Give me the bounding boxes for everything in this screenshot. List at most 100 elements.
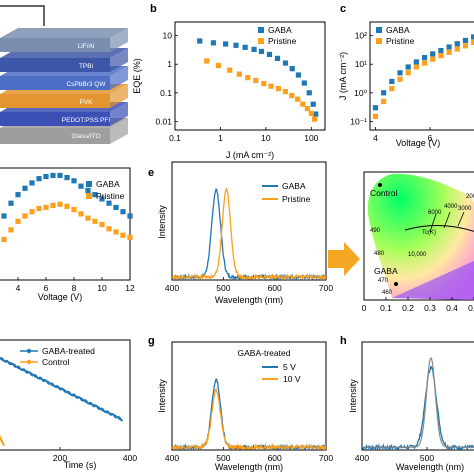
chart-c-gaba-point: [413, 59, 419, 65]
chart-g-legend: 5 V 10 V: [262, 362, 301, 384]
layer-front: [0, 112, 110, 126]
chart-a-lower-pristine-point: [113, 229, 119, 235]
chart-time-xtick-label: 200: [53, 453, 67, 463]
cie-gamut: [367, 173, 474, 300]
chart-b-pristine-point: [253, 77, 259, 84]
layer-front: [0, 38, 110, 52]
panel-c-letter: c: [340, 3, 346, 15]
chart-g-xlabel: Wavelength (nm): [215, 462, 283, 472]
chart-c-gaba-point: [471, 34, 474, 40]
cie-xtick-label: 0.1: [380, 303, 392, 313]
chart-b-pristine-point: [295, 96, 301, 102]
chart-b-pristine-point: [282, 89, 289, 95]
arrow-icon: [328, 242, 360, 276]
chart-h-xlabel: Wavelength (nm): [396, 462, 464, 472]
chart-b-gaba-point: [258, 48, 265, 55]
chart-c-ylabel: J (mA cm⁻²): [338, 52, 348, 100]
chart-a-lower-gaba-point: [120, 209, 126, 215]
chart-a-lower-pristine-point: [57, 201, 63, 207]
chart-a-lower-pristine-point: [99, 221, 105, 228]
legend-pristine-label: Pristine: [386, 36, 415, 46]
chart-g-xtick-label: 600: [268, 453, 282, 463]
temp-label: 6000: [428, 210, 442, 216]
chart-c-pristine-point: [454, 46, 460, 52]
chart-e: 400 500 600 700 Intensity Wavelength (nm) G…: [157, 161, 333, 305]
chart-a-lower-gaba-point: [15, 192, 21, 198]
chart-c-gaba-point: [454, 41, 460, 47]
cie-purple-region: [392, 260, 474, 300]
cie-diagram: 10,000 6000 4000 3000 2000 Tc(K) Control…: [362, 171, 474, 313]
gaba-decay-point: [50, 383, 54, 387]
chart-c-gaba-point: [421, 55, 428, 61]
layer-side: [110, 28, 128, 52]
chart-e-ylabel: Intensity: [157, 205, 167, 239]
tc-label: Tc(K): [422, 230, 436, 236]
control-point: [378, 183, 382, 187]
chart-a-lower-pristine-point: [85, 215, 91, 221]
legend-gaba-label: GABA: [96, 179, 120, 189]
gaba-decay-point: [34, 374, 37, 378]
chart-c-gaba-point: [438, 47, 444, 54]
chart-b-pristine-point: [308, 110, 314, 117]
chart-c-gaba-point: [389, 78, 395, 85]
legend-gaba-label: GABA: [268, 25, 292, 35]
legend-control-label: Control: [42, 357, 70, 367]
chart-time-xlabel: Time (s): [64, 460, 97, 470]
chart-b-frame: [174, 21, 326, 131]
chart-a-lower-gaba-point: [64, 175, 70, 181]
control-decay-line: [0, 434, 5, 447]
layer-side: [110, 48, 128, 72]
legend-pristine-label: Pristine: [282, 194, 311, 204]
chart-c-pristine-point: [446, 49, 452, 55]
legend-5v-label: 5 V: [283, 362, 296, 372]
chart-b-xtick-label: 10: [261, 133, 271, 143]
chart-c-xtick-label: 4: [373, 133, 378, 143]
chart-g-frame: [171, 341, 327, 451]
legend-10v-label: 10 V: [283, 374, 301, 384]
chart-b-ylabel: EQE (%): [132, 58, 142, 94]
chart-c-gaba-point: [405, 64, 411, 70]
legend-control-marker: [26, 359, 32, 365]
chart-b-pristine-point: [245, 75, 251, 81]
chart-time-xtick-label: 400: [123, 453, 137, 463]
gaba-decay-point: [17, 366, 21, 370]
gaba-label: GABA: [374, 266, 398, 276]
chart-a-lower-pristine-point: [78, 211, 84, 217]
chart-a-lower-pristine-point: [106, 226, 112, 232]
chart-b-pristine-point: [261, 80, 267, 87]
chart-a-lower-gaba-point: [1, 213, 7, 219]
chart-b-pristine-point: [227, 67, 233, 73]
gaba-decay-point: [71, 393, 75, 397]
gaba-decay-point: [38, 376, 42, 380]
layer-front: [0, 76, 110, 90]
chart-e-xtick-label: 400: [165, 283, 179, 293]
iso-temp-line: [429, 213, 437, 233]
layer-label: TPBi: [79, 63, 93, 70]
chart-a-lower-gaba-point: [127, 213, 133, 219]
chart-b-gaba-point: [197, 38, 203, 44]
chart-b-pristine-point: [204, 58, 210, 64]
gaba-decay-point: [88, 402, 92, 406]
chart-b-ytick-label: 0.01: [155, 116, 172, 126]
gaba-decay-point: [76, 395, 79, 399]
chart-b-pristine-point: [311, 116, 318, 122]
chart-c-ytick-label: 10²: [355, 31, 367, 41]
chart-b-gaba-point: [313, 111, 319, 117]
legend-pristine-label: Pristine: [268, 36, 297, 46]
cie-xtick-label: 0.5: [468, 303, 474, 313]
layer-side: [110, 66, 128, 90]
chart-c-ytick-label: 10⁻¹: [350, 116, 367, 126]
wavelength-label: 480: [374, 251, 385, 257]
gaba-decay-point: [8, 361, 12, 365]
chart-g-title: GABA-treated: [238, 348, 291, 358]
chart-a-lower-pristine-point: [22, 213, 28, 219]
chart-b-gaba-point: [301, 80, 307, 86]
chart-c-pristine-point: [389, 86, 395, 92]
chart-h-xtick-label: 500: [420, 453, 434, 463]
spectrum-line: [172, 187, 326, 280]
chart-b-ytick-label: 0.1: [160, 88, 172, 98]
chart-a-lower-xlabel: Voltage (V): [38, 292, 83, 302]
chart-b-pristine-point: [268, 83, 274, 89]
chart-a-lower-gaba-point: [50, 172, 56, 179]
